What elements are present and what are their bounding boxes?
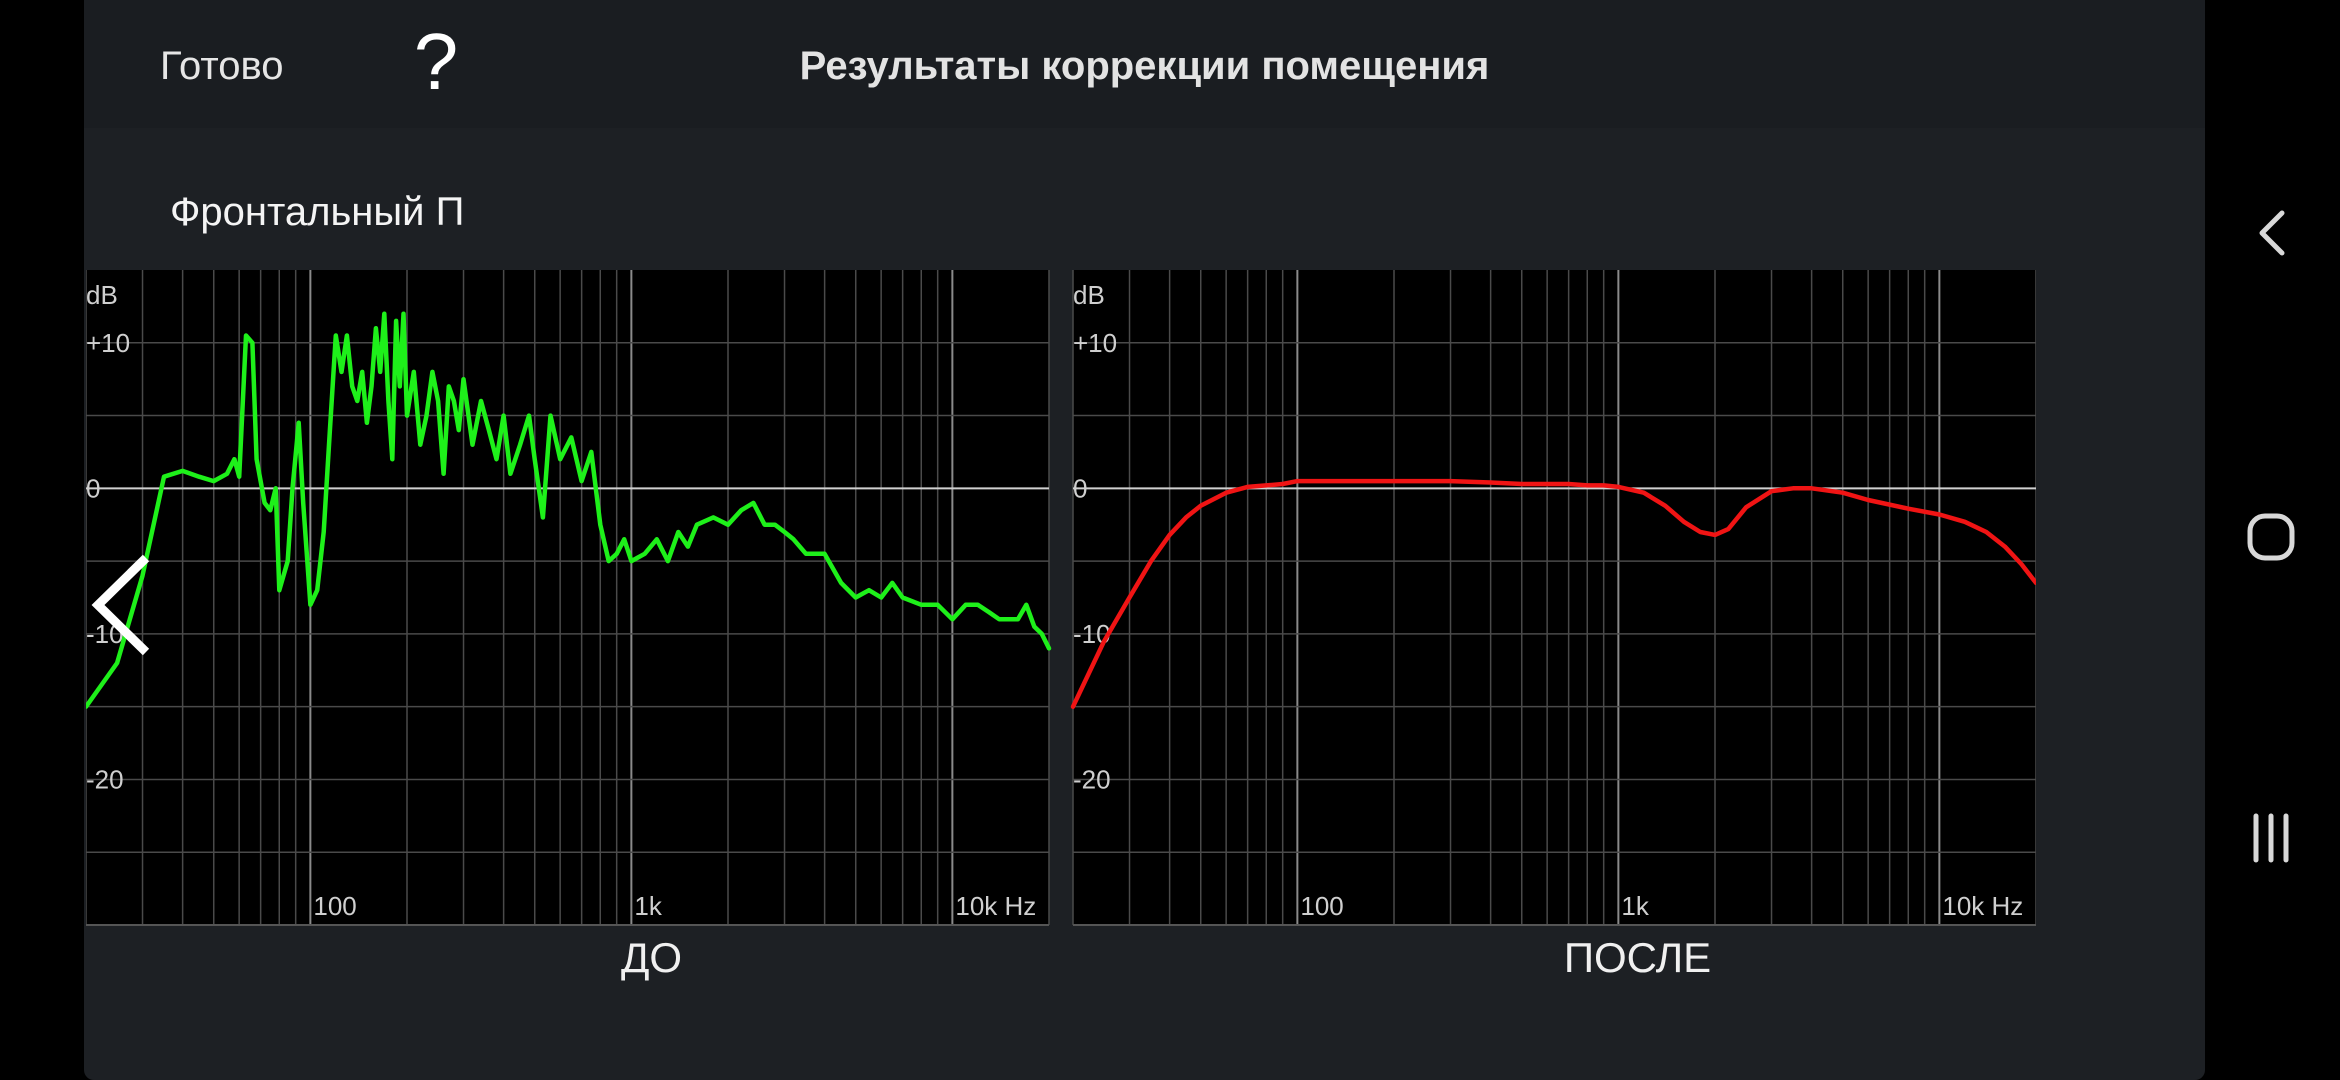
top-bar: Готово ? Результаты коррекции помещения — [84, 0, 2205, 128]
after-response-curve — [1070, 478, 2036, 709]
x-tick-label: 100 — [1300, 891, 1343, 921]
recents-icon[interactable] — [2205, 788, 2340, 888]
home-icon[interactable] — [2205, 487, 2340, 587]
y-tick-label: +10 — [86, 328, 130, 358]
y-tick-label: +10 — [1073, 328, 1117, 358]
y-axis-unit: dB — [86, 280, 118, 310]
back-icon[interactable] — [2205, 183, 2340, 283]
plot-background — [86, 270, 1049, 925]
done-button[interactable]: Готово — [160, 44, 284, 88]
plot-background — [1073, 270, 2036, 925]
speaker-title: Фронтальный П — [170, 190, 465, 234]
after-caption: ПОСЛЕ — [1563, 934, 1712, 981]
x-tick-label: 10k Hz — [955, 891, 1036, 921]
chevron-left-icon[interactable] — [84, 550, 164, 660]
before-response-curve — [86, 311, 1052, 709]
page-title: Результаты коррекции помещения — [799, 44, 1490, 88]
y-tick-label: -20 — [1073, 764, 1111, 794]
system-nav-bar — [2205, 0, 2340, 1080]
help-button[interactable]: ? — [413, 17, 459, 106]
y-tick-label: 0 — [1073, 473, 1087, 503]
x-tick-label: 1k — [1621, 891, 1649, 921]
x-tick-label: 1k — [634, 891, 662, 921]
y-axis-unit: dB — [1073, 280, 1105, 310]
x-tick-label: 10k Hz — [1942, 891, 2023, 921]
before-caption: ДО — [620, 934, 683, 981]
y-tick-label: -20 — [86, 764, 124, 794]
y-tick-label: 0 — [86, 473, 100, 503]
x-tick-label: 100 — [313, 891, 356, 921]
